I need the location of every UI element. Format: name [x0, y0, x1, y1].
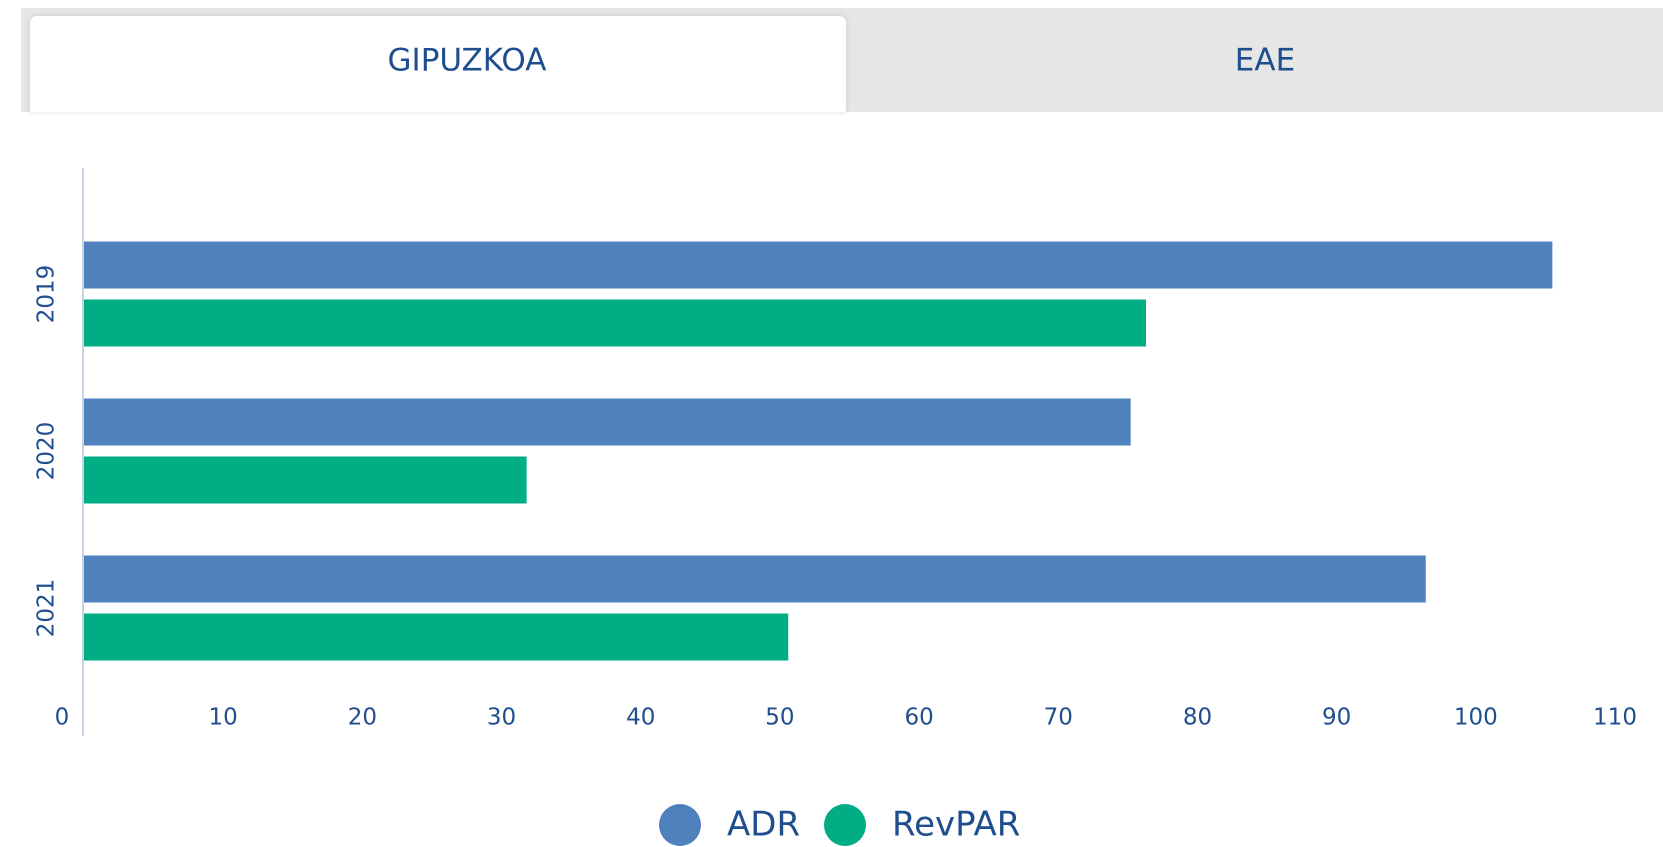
y-tick-label: 2021	[34, 579, 60, 638]
x-tick-label: 40	[626, 705, 655, 731]
bar	[84, 613, 789, 661]
bar	[84, 299, 1146, 347]
x-tick-label: 70	[1044, 705, 1073, 731]
tab-label[interactable]: GIPUZKOA	[388, 43, 547, 79]
x-tick-label: 50	[765, 705, 794, 731]
bar	[84, 241, 1553, 289]
legend-swatch	[824, 804, 866, 846]
tab-label[interactable]: EAE	[1235, 43, 1295, 79]
legend-label: ADR	[727, 805, 800, 845]
x-tick-label: 110	[1593, 705, 1637, 731]
y-tick-label: 2019	[34, 265, 60, 324]
x-tick-label: 60	[904, 705, 933, 731]
x-tick-label: 10	[209, 705, 238, 731]
x-tick-label: 30	[487, 705, 516, 731]
bar	[84, 456, 527, 504]
bar	[84, 555, 1426, 603]
x-tick-label: 100	[1454, 705, 1498, 731]
x-tick-label: 90	[1322, 705, 1351, 731]
legend-label: RevPAR	[892, 805, 1020, 845]
tab-active[interactable]	[30, 16, 846, 112]
x-tick-label: 0	[55, 705, 70, 731]
x-tick-label: 80	[1183, 705, 1212, 731]
legend-swatch	[659, 804, 701, 846]
y-tick-label: 2020	[34, 422, 60, 481]
bar	[84, 398, 1131, 446]
x-tick-label: 20	[348, 705, 377, 731]
